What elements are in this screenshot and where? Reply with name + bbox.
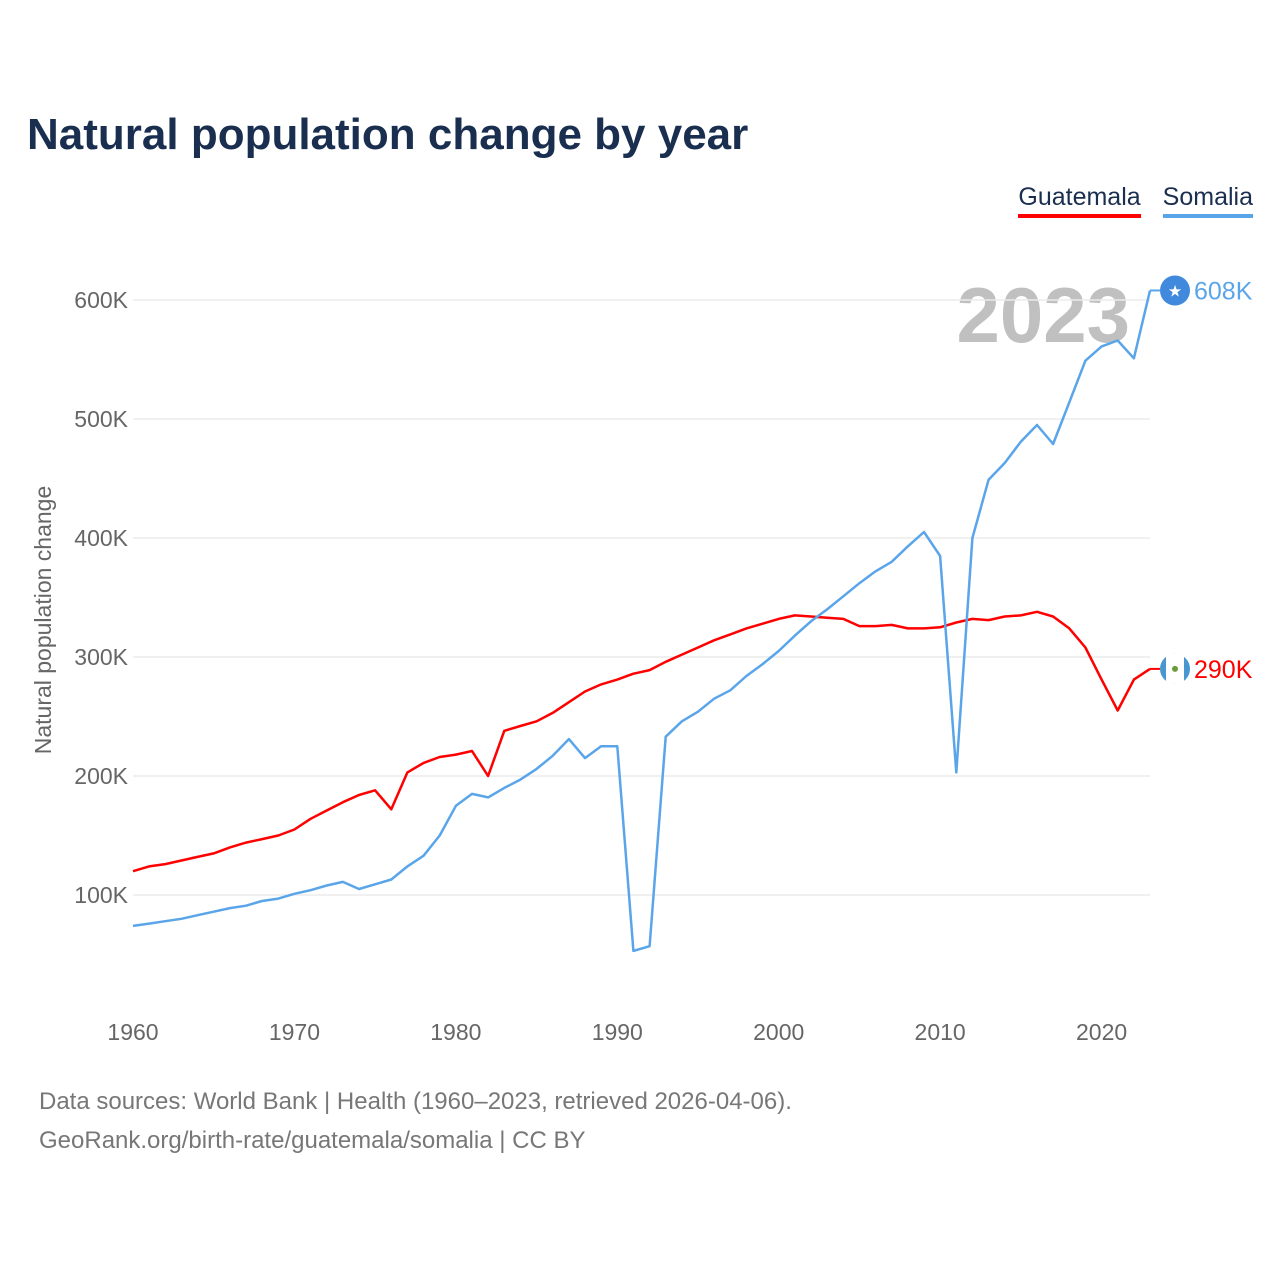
x-tick-label: 2000 xyxy=(753,1019,804,1045)
flag-star: ★ xyxy=(1168,283,1182,300)
y-tick-label: 500K xyxy=(74,406,128,432)
legend-item-somalia[interactable]: Somalia xyxy=(1162,183,1253,218)
legend-item-guatemala[interactable]: Guatemala xyxy=(1018,183,1141,218)
y-tick-label: 100K xyxy=(74,882,128,908)
somalia-flag-icon xyxy=(1160,275,1190,306)
source-text: Data sources: World Bank | Health (1960–… xyxy=(39,1088,792,1115)
flag-emblem xyxy=(1172,665,1178,672)
x-tick-label: 1980 xyxy=(430,1019,481,1045)
series-line-somalia xyxy=(132,290,1152,953)
y-tick-label: 400K xyxy=(74,525,128,551)
y-tick-label: 200K xyxy=(74,763,128,789)
end-value-label: 608K xyxy=(1194,277,1253,305)
legend: Guatemala Somalia xyxy=(1018,183,1253,218)
source-link[interactable]: GeoRank.org/birth-rate/guatemala/somalia… xyxy=(39,1127,586,1154)
y-tick-label: 300K xyxy=(74,644,128,670)
x-tick-label: 1960 xyxy=(107,1019,158,1045)
x-tick-label: 2010 xyxy=(915,1019,966,1045)
y-axis-label: Natural population change xyxy=(30,486,56,755)
chart-title: Natural population change by year xyxy=(27,110,749,159)
x-tick-label: 1990 xyxy=(592,1019,643,1045)
x-tick-label: 1970 xyxy=(269,1019,320,1045)
year-watermark: 2023 xyxy=(956,271,1130,359)
y-tick-label: 600K xyxy=(74,287,128,313)
x-tick-label: 2020 xyxy=(1076,1019,1127,1045)
end-value-label: 290K xyxy=(1194,656,1253,684)
series-line-guatemala xyxy=(132,610,1151,873)
